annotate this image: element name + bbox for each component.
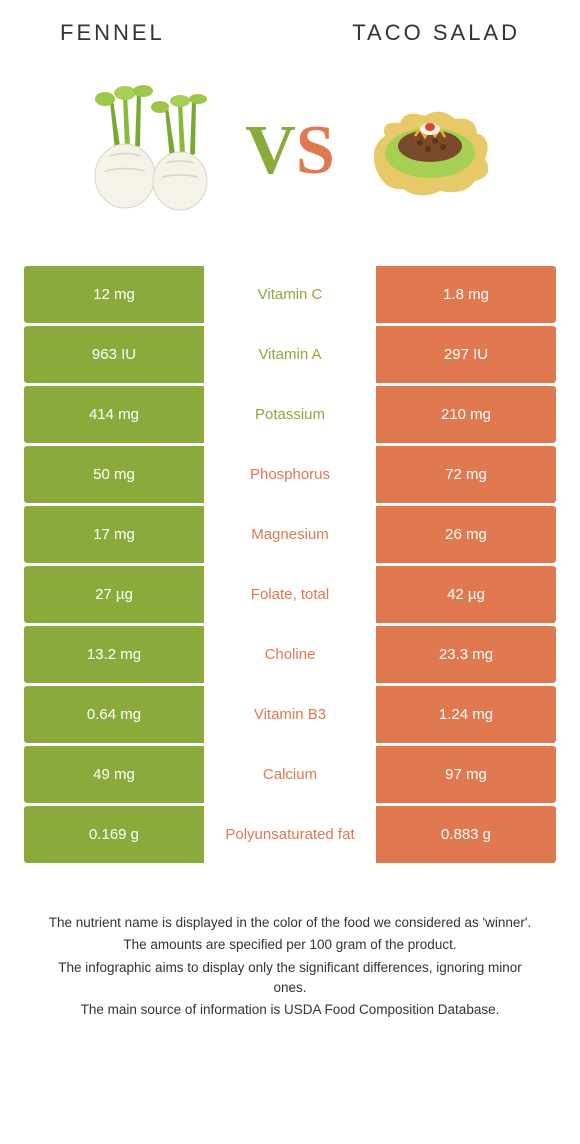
left-value: 0.64 mg — [24, 686, 204, 743]
table-row: 50 mg Phosphorus 72 mg — [24, 446, 556, 503]
right-value: 1.8 mg — [376, 266, 556, 323]
left-value: 0.169 g — [24, 806, 204, 863]
nutrient-label: Calcium — [204, 746, 376, 803]
hero-row: VS — [20, 66, 560, 236]
footer-line: The main source of information is USDA F… — [40, 1000, 540, 1020]
table-row: 963 IU Vitamin A 297 IU — [24, 326, 556, 383]
taco-salad-icon — [355, 81, 505, 221]
right-value: 26 mg — [376, 506, 556, 563]
left-value: 414 mg — [24, 386, 204, 443]
right-value: 297 IU — [376, 326, 556, 383]
right-value: 0.883 g — [376, 806, 556, 863]
footer-line: The infographic aims to display only the… — [40, 958, 540, 999]
table-row: 17 mg Magnesium 26 mg — [24, 506, 556, 563]
nutrient-label: Vitamin C — [204, 266, 376, 323]
nutrient-label: Vitamin A — [204, 326, 376, 383]
left-value: 50 mg — [24, 446, 204, 503]
nutrient-label: Vitamin B3 — [204, 686, 376, 743]
left-food-title: Fennel — [60, 20, 165, 46]
right-value: 42 µg — [376, 566, 556, 623]
nutrient-label: Polyunsaturated fat — [204, 806, 376, 863]
table-row: 13.2 mg Choline 23.3 mg — [24, 626, 556, 683]
footer-line: The amounts are specified per 100 gram o… — [40, 935, 540, 955]
left-value: 13.2 mg — [24, 626, 204, 683]
left-value: 963 IU — [24, 326, 204, 383]
table-row: 0.64 mg Vitamin B3 1.24 mg — [24, 686, 556, 743]
left-value: 17 mg — [24, 506, 204, 563]
vs-label: VS — [245, 111, 335, 191]
comparison-table: 12 mg Vitamin C 1.8 mg 963 IU Vitamin A … — [20, 266, 560, 863]
table-row: 414 mg Potassium 210 mg — [24, 386, 556, 443]
nutrient-label: Potassium — [204, 386, 376, 443]
vs-s: S — [296, 112, 335, 189]
right-value: 72 mg — [376, 446, 556, 503]
table-row: 12 mg Vitamin C 1.8 mg — [24, 266, 556, 323]
right-value: 23.3 mg — [376, 626, 556, 683]
table-row: 0.169 g Polyunsaturated fat 0.883 g — [24, 806, 556, 863]
nutrient-label: Phosphorus — [204, 446, 376, 503]
vs-v: V — [245, 112, 296, 189]
taco-salad-image — [345, 76, 515, 226]
left-value: 27 µg — [24, 566, 204, 623]
footer-line: The nutrient name is displayed in the co… — [40, 913, 540, 933]
right-value: 97 mg — [376, 746, 556, 803]
left-value: 49 mg — [24, 746, 204, 803]
left-value: 12 mg — [24, 266, 204, 323]
nutrient-label: Choline — [204, 626, 376, 683]
table-row: 49 mg Calcium 97 mg — [24, 746, 556, 803]
right-value: 1.24 mg — [376, 686, 556, 743]
nutrient-label: Magnesium — [204, 506, 376, 563]
right-food-title: Taco Salad — [352, 20, 520, 46]
table-row: 27 µg Folate, total 42 µg — [24, 566, 556, 623]
footer-notes: The nutrient name is displayed in the co… — [20, 913, 560, 1020]
right-value: 210 mg — [376, 386, 556, 443]
fennel-image — [65, 76, 235, 226]
nutrient-label: Folate, total — [204, 566, 376, 623]
header: Fennel Taco Salad — [20, 20, 560, 46]
fennel-icon — [75, 81, 225, 221]
